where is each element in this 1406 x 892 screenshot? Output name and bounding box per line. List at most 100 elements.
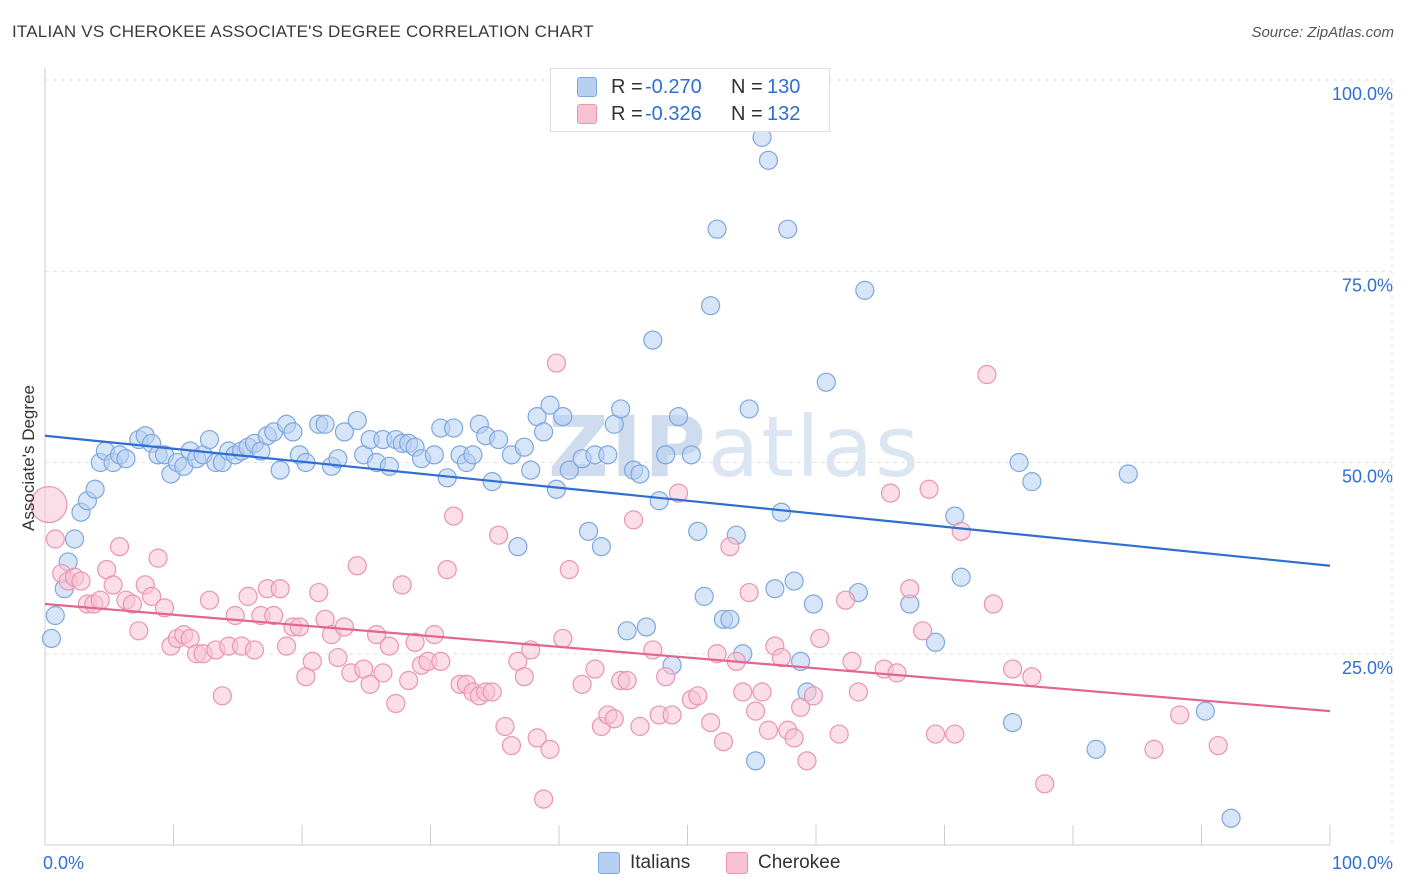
cherokee-point [1144, 739, 1164, 759]
cherokee-point [276, 636, 297, 656]
cherokee-point [604, 709, 624, 729]
italians-point [1003, 712, 1023, 733]
cherokee-point [829, 724, 849, 744]
italians-point [681, 445, 701, 465]
cherokee-point [514, 667, 534, 687]
italians-point [784, 571, 804, 591]
cherokee-point [1208, 735, 1228, 756]
x-tick-label: 0.0% [43, 853, 84, 873]
italians-point [533, 422, 554, 442]
italians-point [668, 407, 689, 427]
italians-point [1118, 464, 1138, 484]
source-label: Source: ZipAtlas.com [1251, 24, 1394, 41]
data-points [30, 127, 1241, 828]
legend-item-cherokee[interactable]: Cherokee [726, 852, 840, 874]
cherokee-point [919, 479, 939, 499]
italians-point [701, 296, 721, 316]
cherokee-point [835, 590, 856, 610]
cherokee-point [225, 605, 245, 626]
cherokee-point [1035, 774, 1055, 794]
italians-point [270, 460, 290, 480]
cherokee-point [733, 682, 753, 702]
cherokee-point [842, 651, 862, 672]
gridlines [45, 79, 1393, 845]
italians-point [116, 449, 136, 469]
cherokee-swatch [577, 104, 597, 124]
chart-title: ITALIAN VS CHEROKEE ASSOCIATE'S DEGREE C… [12, 22, 594, 41]
cherokee-point [623, 510, 644, 530]
italians-point [1009, 452, 1029, 473]
cherokee-point [848, 682, 869, 702]
italians-point [424, 445, 444, 465]
cherokee-point [199, 590, 220, 610]
cherokee-point [656, 667, 676, 687]
cherokee-point [540, 739, 560, 759]
italians-point [720, 609, 740, 629]
italians-point [1022, 472, 1042, 492]
cherokee-point [790, 697, 811, 717]
cherokee-point [148, 548, 168, 568]
trend-lines [44, 434, 1331, 713]
cherokee-point [662, 705, 682, 725]
n-label: N = [731, 75, 763, 98]
cherokee-point [379, 636, 399, 656]
italians-point [444, 418, 464, 438]
cherokee-point [746, 701, 766, 721]
cherokee-point [392, 575, 412, 595]
r-value: -0.270 [645, 75, 702, 98]
cherokee-point [668, 483, 689, 503]
legend-row-cherokee: R = -0.326 N = 132 [577, 102, 800, 126]
italians-point [598, 445, 618, 465]
italians-point [643, 330, 663, 350]
r-value: -0.326 [645, 102, 702, 125]
cherokee-point [572, 674, 592, 694]
cherokee-point [212, 686, 232, 706]
cherokee-point [983, 594, 1003, 614]
cherokee-point [482, 682, 502, 702]
italians-point [379, 456, 399, 476]
italians-point [765, 579, 785, 599]
cherokee-point [122, 594, 142, 614]
cherokee-point [289, 617, 310, 637]
italians-point [334, 422, 355, 442]
italians-point [45, 605, 65, 626]
cherokee-point [309, 582, 329, 603]
cherokee-point [951, 521, 971, 541]
italians-point [746, 751, 766, 771]
cherokee-point [302, 651, 322, 672]
cherokee-point [154, 598, 175, 618]
cherokee-point [617, 670, 637, 691]
italians-point [617, 621, 637, 641]
italians-point [199, 429, 220, 450]
italians-point [64, 529, 85, 549]
cherokee-legend-swatch [726, 852, 748, 874]
italians-point [347, 410, 367, 431]
italians-point [540, 395, 560, 415]
cherokee-point [720, 537, 740, 557]
cherokee-point [880, 483, 901, 503]
italians-point [508, 537, 528, 557]
italians-point [591, 537, 612, 557]
italians-point [41, 628, 62, 649]
cherokee-point [142, 586, 162, 606]
cherokee-point [334, 617, 355, 637]
italians-point [636, 617, 656, 637]
legend-row-italians: R = -0.270 N = 130 [577, 75, 800, 99]
cherokee-point [707, 644, 727, 664]
axis-labels: 25.0% 50.0% 75.0% 100.0% 0.0% 100.0% Associate… [19, 84, 1393, 873]
cherokee-point [129, 621, 149, 641]
n-label: N = [731, 102, 763, 125]
italians-point [283, 422, 303, 442]
cherokee-point [913, 621, 933, 641]
cherokee-point [810, 628, 830, 649]
italians-swatch [577, 77, 597, 97]
italians-point [688, 521, 708, 541]
legend-item-italians[interactable]: Italians [598, 852, 690, 874]
italians-point [546, 479, 567, 499]
cherokee-point [784, 728, 804, 748]
r-label: R = [611, 75, 643, 98]
cherokee-point [386, 693, 406, 714]
italians-point [559, 460, 579, 480]
cherokee-point [431, 651, 451, 672]
